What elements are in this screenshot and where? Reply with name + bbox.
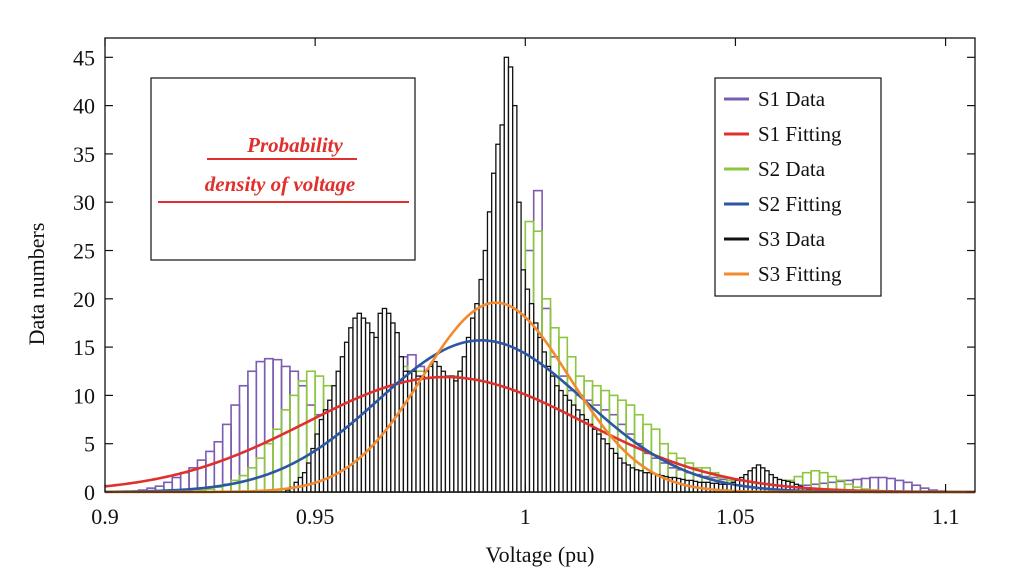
annotation-line-1: Probability — [246, 133, 343, 157]
histogram-bin — [247, 370, 258, 493]
plot-frame — [104, 37, 976, 493]
histogram-bin — [877, 476, 888, 493]
histogram-bin — [263, 442, 274, 493]
x-tick-label: 1 — [520, 504, 531, 529]
histogram-bin — [255, 360, 266, 493]
y-axis-ticks: 0 5 10 15 20 25 30 35 40 45 — [73, 45, 975, 505]
x-tick-label: 0.9 — [91, 504, 119, 529]
x-tick-label: 1.1 — [932, 504, 960, 529]
legend: S1 Data S1 Fitting S2 Data S2 Fitting S3 Dat… — [714, 77, 882, 297]
y-tick-label: 15 — [73, 335, 95, 360]
histogram-bin — [885, 477, 896, 493]
y-tick-label: 40 — [73, 94, 95, 119]
x-tick-label: 0.95 — [296, 504, 335, 529]
y-tick-label: 45 — [73, 45, 95, 70]
legend-items: S1 Data S1 Fitting S2 Data S2 Fitting S3 Dat… — [724, 87, 842, 286]
histogram-bin — [238, 474, 249, 493]
legend-label: S2 Data — [758, 157, 826, 181]
histogram-bin — [230, 404, 241, 493]
legend-label: S2 Fitting — [758, 192, 842, 216]
histogram-bin — [289, 370, 300, 493]
legend-item: S1 Data — [724, 87, 826, 111]
annotation-box: Probability density of voltage — [150, 77, 416, 261]
fit-curve-s1-fitting — [104, 375, 975, 494]
y-tick-label: 30 — [73, 190, 95, 215]
x-axis-ticks: 0.9 0.95 1 1.05 1.1 — [91, 38, 959, 529]
legend-item: S1 Fitting — [724, 122, 842, 146]
histogram-bin — [280, 409, 291, 493]
legend-label: S3 Data — [758, 227, 826, 251]
legend-label: S1 Data — [758, 87, 826, 111]
legend-frame — [714, 77, 882, 297]
y-axis-label: Data numbers — [24, 223, 49, 346]
legend-label: S3 Fitting — [758, 262, 842, 286]
annotation-line-2: density of voltage — [205, 172, 355, 196]
y-tick-label: 5 — [84, 432, 95, 457]
annotation-frame — [150, 77, 416, 261]
y-tick-label: 20 — [73, 287, 95, 312]
y-tick-label: 10 — [73, 383, 95, 408]
y-tick-label: 35 — [73, 142, 95, 167]
legend-item: S3 Fitting — [724, 262, 842, 286]
x-tick-label: 1.05 — [716, 504, 755, 529]
legend-label: S1 Fitting — [758, 122, 842, 146]
histogram-bin — [280, 365, 291, 493]
histogram-bin — [289, 394, 300, 493]
legend-item: S3 Data — [724, 227, 826, 251]
x-axis-label: Voltage (pu) — [486, 542, 595, 567]
legend-item: S2 Data — [724, 157, 826, 181]
y-tick-label: 25 — [73, 239, 95, 264]
y-tick-label: 0 — [84, 480, 95, 505]
legend-item: S2 Fitting — [724, 192, 842, 216]
